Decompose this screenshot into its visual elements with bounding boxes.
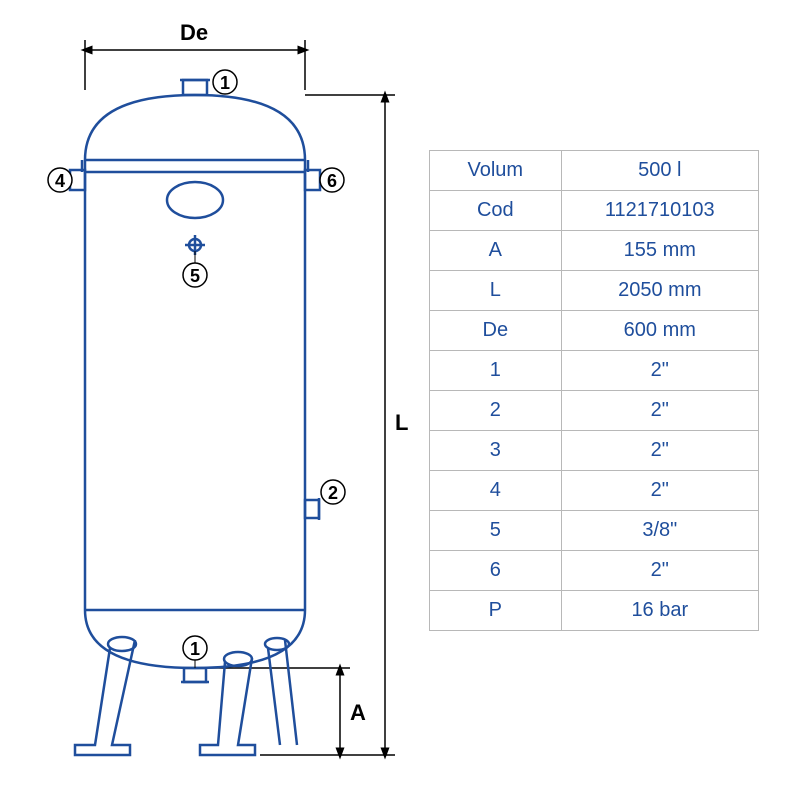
spec-label: 6 — [430, 551, 562, 591]
spec-label: 1 — [430, 351, 562, 391]
callout-gauge: 5 — [190, 266, 200, 286]
table-row: 42" — [430, 471, 759, 511]
spec-label: Cod — [430, 191, 562, 231]
spec-table: Volum500 lCod1121710103A155 mmL2050 mmDe… — [429, 150, 759, 631]
callout-bottom: 1 — [190, 639, 200, 659]
spec-label: 5 — [430, 511, 562, 551]
table-row: 62" — [430, 551, 759, 591]
spec-label: L — [430, 271, 562, 311]
table-row: Volum500 l — [430, 151, 759, 191]
spec-value: 3/8" — [561, 511, 758, 551]
spec-label: Volum — [430, 151, 562, 191]
spec-value: 16 bar — [561, 591, 758, 631]
table-row: A155 mm — [430, 231, 759, 271]
tank-diagram: De L A — [0, 0, 429, 800]
spec-value: 155 mm — [561, 231, 758, 271]
spec-label: A — [430, 231, 562, 271]
spec-value: 2" — [561, 431, 758, 471]
spec-label: 3 — [430, 431, 562, 471]
table-row: P16 bar — [430, 591, 759, 631]
table-row: 22" — [430, 391, 759, 431]
callout-right: 6 — [327, 171, 337, 191]
label-de: De — [180, 20, 208, 45]
spec-value: 2" — [561, 551, 758, 591]
spec-value: 600 mm — [561, 311, 758, 351]
spec-value: 2" — [561, 391, 758, 431]
table-row: 32" — [430, 431, 759, 471]
label-a: A — [350, 700, 366, 725]
spec-value: 2" — [561, 351, 758, 391]
spec-label: De — [430, 311, 562, 351]
spec-value: 500 l — [561, 151, 758, 191]
spec-value: 2" — [561, 471, 758, 511]
label-l: L — [395, 410, 408, 435]
dimension-a: A — [200, 668, 366, 755]
dimension-l: L — [260, 95, 408, 755]
table-row: Cod1121710103 — [430, 191, 759, 231]
spec-value: 1121710103 — [561, 191, 758, 231]
spec-label: 4 — [430, 471, 562, 511]
callout-left: 4 — [55, 171, 65, 191]
callout-side: 2 — [328, 483, 338, 503]
spec-label: 2 — [430, 391, 562, 431]
callout-top: 1 — [220, 73, 230, 93]
table-row: L2050 mm — [430, 271, 759, 311]
table-row: 12" — [430, 351, 759, 391]
table-row: De600 mm — [430, 311, 759, 351]
spec-label: P — [430, 591, 562, 631]
spec-value: 2050 mm — [561, 271, 758, 311]
table-row: 53/8" — [430, 511, 759, 551]
